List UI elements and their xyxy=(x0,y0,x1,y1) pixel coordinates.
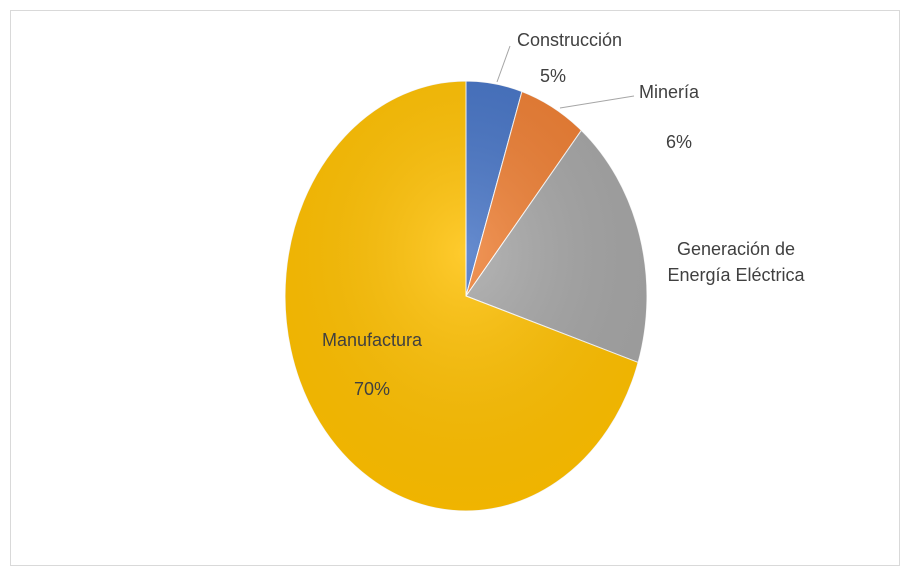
leader-line-2 xyxy=(559,95,635,109)
slice-value-label-2: 6% xyxy=(666,132,692,152)
slice-label-3: Generación de Energía Eléctrica xyxy=(667,239,805,285)
slice-value-label-1: 5% xyxy=(540,66,566,86)
leader-line-1 xyxy=(496,45,511,83)
slice-label-2: Minería xyxy=(639,82,700,102)
slice-label-4: Manufactura xyxy=(322,330,423,350)
slice-label-1: Construcción xyxy=(517,30,622,50)
slice-value-label-4: 70% xyxy=(354,379,390,399)
